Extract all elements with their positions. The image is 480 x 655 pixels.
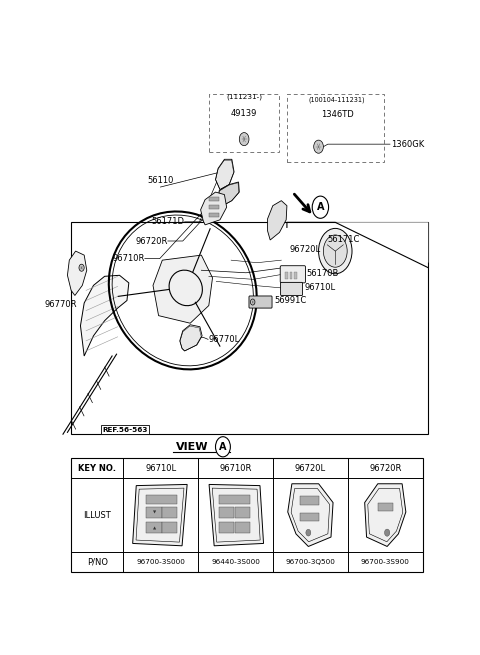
Bar bbox=[287, 94, 384, 162]
Polygon shape bbox=[267, 200, 287, 240]
Text: 96710L: 96710L bbox=[305, 283, 336, 292]
FancyBboxPatch shape bbox=[281, 282, 302, 295]
Text: 96770R: 96770R bbox=[45, 299, 77, 309]
Text: 96770L: 96770L bbox=[208, 335, 240, 344]
Polygon shape bbox=[67, 251, 87, 295]
Bar bbox=[162, 522, 177, 533]
Text: A: A bbox=[317, 202, 324, 212]
Bar bbox=[235, 522, 250, 533]
Text: 96710R: 96710R bbox=[112, 254, 145, 263]
Text: 96700-3S900: 96700-3S900 bbox=[361, 559, 410, 565]
FancyBboxPatch shape bbox=[249, 296, 272, 308]
Text: 96710L: 96710L bbox=[145, 464, 176, 473]
Bar bbox=[162, 508, 177, 518]
Polygon shape bbox=[288, 484, 333, 546]
Text: VIEW: VIEW bbox=[176, 441, 209, 452]
Text: 96700-3Q500: 96700-3Q500 bbox=[286, 559, 336, 565]
Polygon shape bbox=[81, 275, 129, 356]
Text: 56171C: 56171C bbox=[327, 236, 360, 244]
Circle shape bbox=[324, 235, 347, 267]
Bar bbox=[219, 495, 250, 504]
Circle shape bbox=[312, 196, 329, 218]
Text: P/NO: P/NO bbox=[87, 557, 108, 567]
Text: 96700-3S000: 96700-3S000 bbox=[136, 559, 185, 565]
Text: 1346TD: 1346TD bbox=[321, 111, 353, 119]
Polygon shape bbox=[201, 192, 227, 225]
Text: (111231-): (111231-) bbox=[226, 94, 262, 100]
Bar bbox=[290, 272, 292, 279]
Bar bbox=[209, 196, 219, 200]
Bar bbox=[219, 508, 234, 518]
FancyBboxPatch shape bbox=[280, 266, 305, 283]
Bar bbox=[286, 272, 288, 279]
Bar bbox=[146, 508, 162, 518]
Bar bbox=[219, 522, 234, 533]
Text: ▲: ▲ bbox=[153, 526, 156, 530]
Bar bbox=[300, 496, 319, 505]
Polygon shape bbox=[216, 159, 234, 189]
Text: 96720L: 96720L bbox=[295, 464, 326, 473]
Bar bbox=[300, 513, 319, 521]
Polygon shape bbox=[180, 325, 202, 351]
Text: 96720R: 96720R bbox=[369, 464, 401, 473]
Text: 96720L: 96720L bbox=[290, 244, 321, 253]
Circle shape bbox=[319, 229, 352, 274]
Bar bbox=[209, 214, 219, 217]
Circle shape bbox=[314, 140, 324, 153]
Text: 96710R: 96710R bbox=[219, 464, 252, 473]
Polygon shape bbox=[335, 222, 428, 263]
Text: ILLUST: ILLUST bbox=[84, 511, 111, 519]
Text: 56171D: 56171D bbox=[152, 217, 185, 227]
Text: REF.56-563: REF.56-563 bbox=[103, 426, 148, 433]
Text: 56110: 56110 bbox=[147, 176, 174, 185]
Circle shape bbox=[306, 529, 311, 536]
Text: 56991C: 56991C bbox=[274, 296, 307, 305]
Text: 96440-3S000: 96440-3S000 bbox=[211, 559, 260, 565]
Circle shape bbox=[384, 529, 390, 536]
Circle shape bbox=[240, 132, 249, 145]
Polygon shape bbox=[365, 484, 406, 546]
Polygon shape bbox=[132, 485, 187, 546]
Text: 56170B: 56170B bbox=[307, 269, 339, 278]
Bar bbox=[209, 94, 279, 152]
Circle shape bbox=[216, 437, 230, 457]
Circle shape bbox=[251, 299, 255, 305]
Bar bbox=[209, 204, 219, 209]
Bar bbox=[378, 502, 393, 512]
Bar bbox=[146, 522, 162, 533]
Text: (100104-111231): (100104-111231) bbox=[309, 96, 365, 103]
Text: 96720R: 96720R bbox=[135, 236, 168, 246]
Polygon shape bbox=[209, 485, 264, 546]
Polygon shape bbox=[218, 182, 240, 207]
Bar bbox=[146, 495, 177, 504]
Text: A: A bbox=[219, 441, 227, 452]
Circle shape bbox=[79, 264, 84, 271]
Polygon shape bbox=[153, 255, 213, 323]
Bar bbox=[235, 508, 250, 518]
Bar bbox=[71, 458, 423, 572]
Text: KEY NO.: KEY NO. bbox=[78, 464, 116, 473]
Bar bbox=[71, 222, 428, 434]
Text: ▼: ▼ bbox=[153, 511, 156, 515]
Bar bbox=[294, 272, 297, 279]
Text: 49139: 49139 bbox=[231, 109, 257, 118]
Text: 1360GK: 1360GK bbox=[391, 140, 424, 149]
